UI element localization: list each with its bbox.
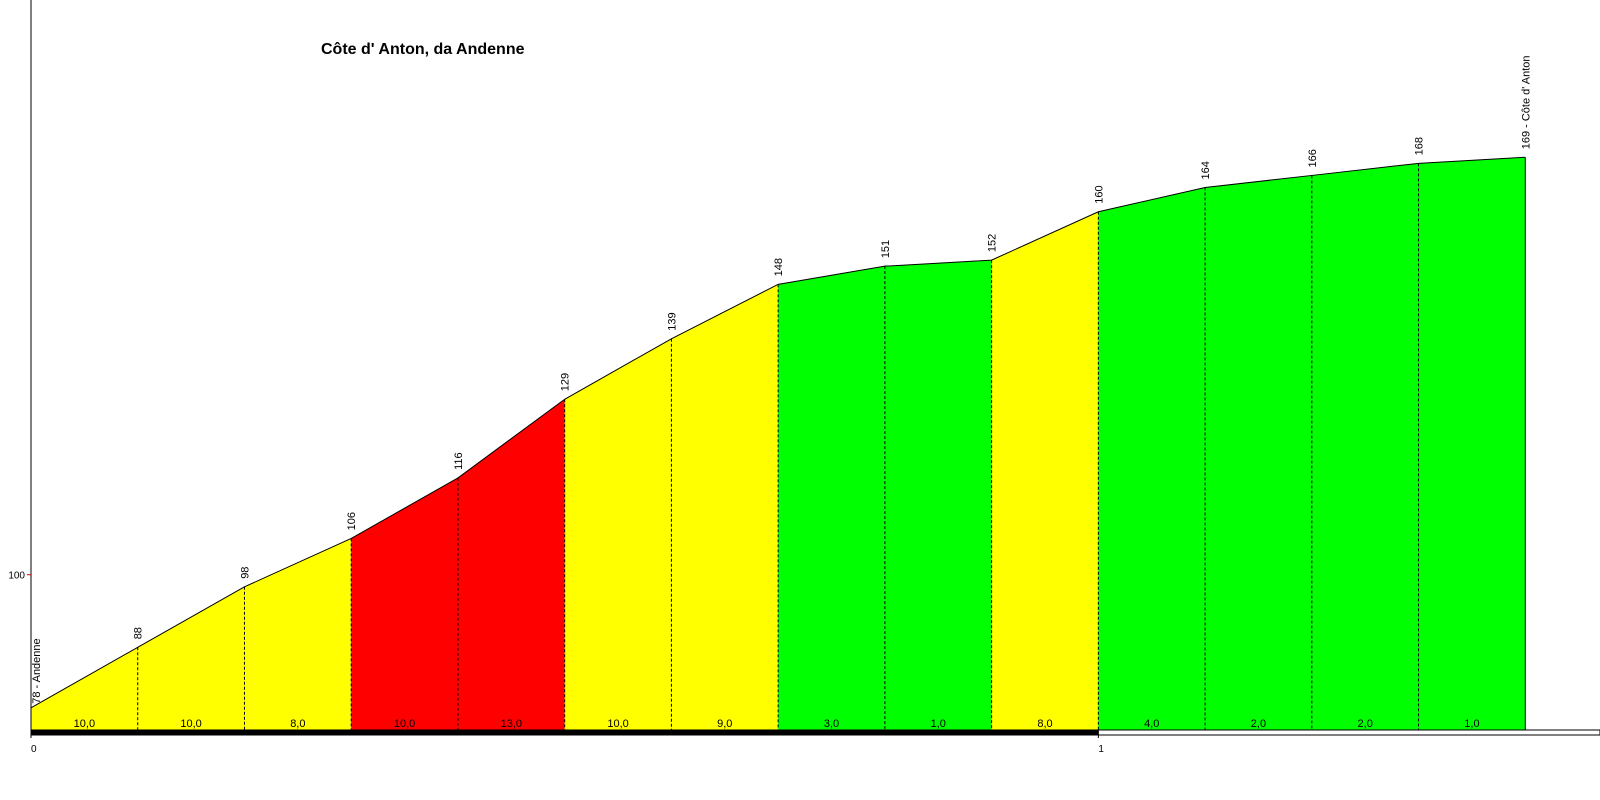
gradient-label: 1,0 bbox=[931, 718, 946, 730]
elevation-label: 116 bbox=[453, 452, 465, 470]
segment bbox=[457, 399, 565, 732]
segment bbox=[884, 260, 992, 732]
gradient-label: 10,0 bbox=[180, 718, 201, 730]
x-tick-label: 1 bbox=[1098, 744, 1104, 755]
elevation-label: 148 bbox=[773, 258, 785, 276]
elevation-label: 168 bbox=[1414, 137, 1426, 155]
gradient-label: 9,0 bbox=[717, 718, 732, 730]
segment bbox=[564, 338, 672, 732]
elevation-label: 88 bbox=[133, 627, 145, 639]
gradient-label: 10,0 bbox=[607, 718, 628, 730]
gradient-label: 3,0 bbox=[824, 718, 839, 730]
gradient-label: 8,0 bbox=[290, 718, 305, 730]
gradient-label: 10,0 bbox=[394, 718, 415, 730]
elevation-label: 164 bbox=[1200, 161, 1212, 179]
elevation-label: 169 - Côte d' Anton bbox=[1520, 55, 1532, 149]
segment bbox=[31, 647, 138, 732]
segment bbox=[1098, 187, 1206, 733]
elevation-label: 78 - Andenne bbox=[31, 638, 43, 703]
y-tick-label: 100 bbox=[8, 571, 25, 582]
gradient-label: 2,0 bbox=[1251, 718, 1266, 730]
elevation-label: 151 bbox=[880, 240, 892, 258]
segment bbox=[991, 211, 1099, 732]
segment bbox=[351, 477, 458, 732]
gradient-label: 13,0 bbox=[501, 718, 522, 730]
segment bbox=[1311, 163, 1419, 732]
segment bbox=[1418, 157, 1526, 733]
elevation-label: 129 bbox=[560, 373, 572, 391]
elevation-label: 139 bbox=[666, 312, 678, 330]
segment bbox=[244, 538, 352, 732]
elevation-label: 106 bbox=[346, 512, 358, 530]
segment bbox=[778, 266, 885, 732]
gradient-label: 8,0 bbox=[1037, 718, 1052, 730]
gradient-label: 2,0 bbox=[1358, 718, 1373, 730]
segment bbox=[137, 586, 245, 732]
gradient-label: 1,0 bbox=[1464, 718, 1479, 730]
segment bbox=[1205, 175, 1312, 733]
elevation-label: 160 bbox=[1093, 185, 1105, 203]
elevation-label: 98 bbox=[239, 567, 251, 579]
chart-title: Côte d' Anton, da Andenne bbox=[321, 41, 525, 58]
distance-bar bbox=[1097, 729, 1600, 736]
gradient-label: 10,0 bbox=[74, 718, 95, 730]
distance-bar bbox=[30, 729, 1099, 736]
segment bbox=[671, 284, 779, 732]
gradient-label: 4,0 bbox=[1144, 718, 1159, 730]
x-tick-label: 0 bbox=[31, 744, 37, 755]
elevation-label: 152 bbox=[987, 234, 999, 252]
elevation-label: 166 bbox=[1307, 149, 1319, 167]
